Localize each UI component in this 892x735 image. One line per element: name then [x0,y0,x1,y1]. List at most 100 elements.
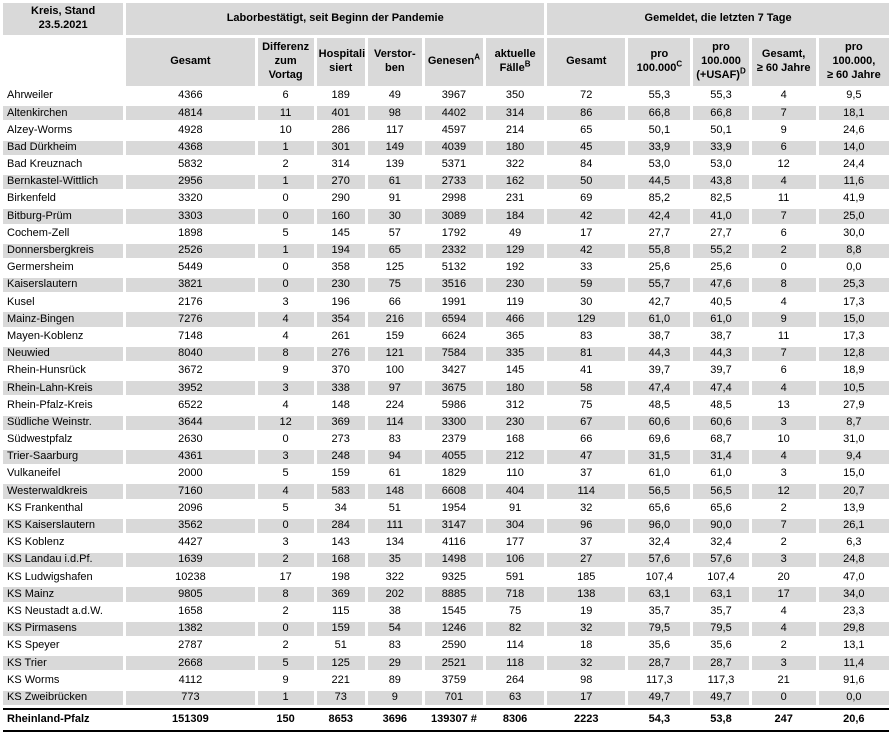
cell-gesamt_7tage: 98 [547,673,626,688]
cell-verstorben: 83 [367,639,422,654]
district-name: Germersheim [3,260,124,276]
cell-pro_100000_ab60: 17,3 [818,329,889,344]
cell-aktuelle_faelle: 591 [486,570,545,585]
blank-corner-cell [3,38,124,86]
cell-pro_100000_usaf: 65,6 [693,501,749,516]
cell-gesamt: 3672 [126,364,255,379]
district-name: KS Neustadt a.d.W. [3,604,124,619]
cell-genesen: 2521 [424,656,483,671]
cell-gesamt: 2787 [126,639,255,654]
cell-verstorben: 3696 [367,712,422,727]
cell-genesen: 2590 [424,639,483,654]
cell-gesamt_ab60: 13 [751,398,816,413]
cell-gesamt_7tage: 17 [547,226,626,241]
cell-pro_100000_usaf: 107,4 [693,570,749,585]
cell-gesamt_7tage: 27 [547,553,626,568]
cell-genesen: 3516 [424,278,483,293]
cell-aktuelle_faelle: 91 [486,501,545,516]
cell-pro_100000_ab60: 24,8 [818,553,889,568]
cell-aktuelle_faelle: 192 [486,260,545,276]
cell-gesamt_7tage: 37 [547,535,626,551]
cell-genesen: 7584 [424,346,483,361]
table-row: KS Mainz 9805 8 369 202 8885 718 138 63,1 63,1 17 3… [3,587,889,602]
cell-hospitalisiert: 34 [316,501,365,516]
cell-genesen: 1991 [424,295,483,310]
footnote-mark: D [739,66,746,76]
cell-genesen: 3675 [424,381,483,396]
cell-pro_100000: 33,9 [628,140,691,155]
cell-differenz_vortag: 0 [257,278,314,293]
cell-gesamt_ab60: 3 [751,415,816,430]
district-name: Westerwaldkreis [3,484,124,499]
cell-gesamt_ab60: 6 [751,226,816,241]
cell-aktuelle_faelle: 214 [486,123,545,138]
cell-pro_100000_ab60: 47,0 [818,570,889,585]
district-name: Alzey-Worms [3,123,124,138]
cell-pro_100000: 56,5 [628,484,691,499]
cell-hospitalisiert: 370 [316,364,365,379]
rule-line [3,729,889,732]
cell-genesen: 2998 [424,192,483,207]
table-row: KS Worms 4112 9 221 89 3759 264 98 117,3 117,3 21 9… [3,673,889,688]
cell-verstorben: 117 [367,123,422,138]
cell-differenz_vortag: 11 [257,106,314,121]
cell-gesamt_7tage: 72 [547,89,626,104]
table-row: Trier-Saarburg 4361 3 248 94 4055 212 47 31,5 31,… [3,449,889,465]
cell-gesamt: 3952 [126,381,255,396]
cell-gesamt: 1898 [126,226,255,241]
cell-verstorben: 89 [367,673,422,688]
cell-pro_100000_usaf: 117,3 [693,673,749,688]
cell-differenz_vortag: 150 [257,712,314,727]
cell-hospitalisiert: 248 [316,449,365,465]
cell-gesamt_ab60: 6 [751,364,816,379]
district-name: Bad Dürkheim [3,140,124,155]
cell-gesamt_ab60: 4 [751,381,816,396]
cell-pro_100000: 117,3 [628,673,691,688]
cell-pro_100000_usaf: 35,7 [693,604,749,619]
cell-pro_100000_ab60: 18,9 [818,364,889,379]
col-header-label: Gesamt [566,55,607,68]
cell-aktuelle_faelle: 212 [486,449,545,465]
cell-genesen: 3300 [424,415,483,430]
cell-gesamt: 4366 [126,89,255,104]
district-name: Donnersbergkreis [3,243,124,258]
cell-verstorben: 54 [367,621,422,636]
cell-gesamt: 7276 [126,312,255,327]
district-name: Mayen-Koblenz [3,329,124,344]
cell-gesamt_7tage: 65 [547,123,626,138]
cell-differenz_vortag: 4 [257,312,314,327]
col-header-verstorben: Verstor- ben [367,38,422,86]
cell-genesen: 1545 [424,604,483,619]
cell-aktuelle_faelle: 230 [486,278,545,293]
cell-pro_100000: 44,3 [628,346,691,361]
cell-pro_100000: 27,7 [628,226,691,241]
cell-pro_100000_usaf: 38,7 [693,329,749,344]
cell-pro_100000_ab60: 12,8 [818,346,889,361]
col-header-label: Genesen [427,55,475,68]
cell-gesamt_ab60: 0 [751,260,816,276]
cell-hospitalisiert: 51 [316,639,365,654]
cell-genesen: 3759 [424,673,483,688]
cell-hospitalisiert: 160 [316,209,365,224]
cell-gesamt_7tage: 138 [547,587,626,602]
table-row: KS Landau i.d.Pf. 1639 2 168 35 1498 106 27 57,6… [3,553,889,568]
table-row: Cochem-Zell 1898 5 145 57 1792 49 17 27,7 27,7 6 30… [3,226,889,241]
cell-verstorben: 51 [367,501,422,516]
district-name: Rhein-Pfalz-Kreis [3,398,124,413]
cell-genesen: 139307 # [424,712,483,727]
cell-verstorben: 61 [367,467,422,482]
table-row: Mayen-Koblenz 7148 4 261 159 6624 365 83 38,7 38,… [3,329,889,344]
cell-pro_100000_usaf: 55,3 [693,89,749,104]
table-row: KS Ludwigshafen 10238 17 198 322 9325 591 185 10… [3,570,889,585]
footnote-mark: A [474,52,481,62]
cell-pro_100000_usaf: 35,6 [693,639,749,654]
cell-pro_100000_usaf: 33,9 [693,140,749,155]
cell-verstorben: 149 [367,140,422,155]
col-header-pro-100000: pro 100.000C [628,38,691,86]
cell-verstorben: 83 [367,432,422,447]
cell-aktuelle_faelle: 322 [486,157,545,172]
cell-genesen: 4402 [424,106,483,121]
cell-gesamt_ab60: 4 [751,604,816,619]
cell-pro_100000_ab60: 91,6 [818,673,889,688]
